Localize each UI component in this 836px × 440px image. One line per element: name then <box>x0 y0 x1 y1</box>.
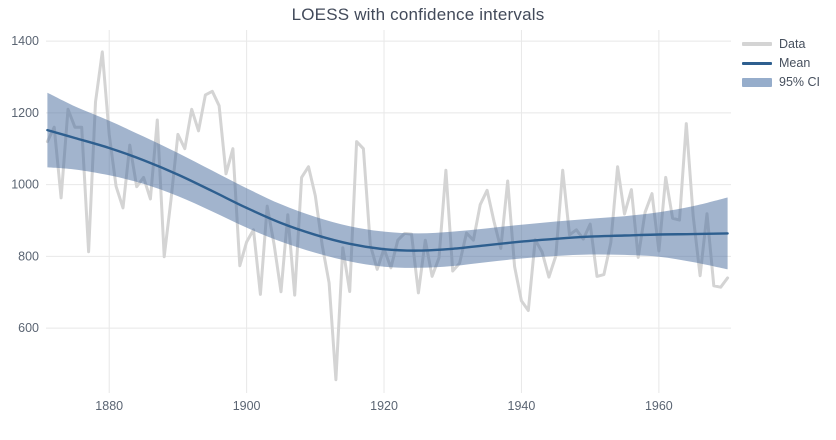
legend-item-ci[interactable]: 95% CI <box>742 75 820 89</box>
legend: Data Mean 95% CI <box>742 37 820 89</box>
chart-title: LOESS with confidence intervals <box>291 5 545 24</box>
x-tick-label: 1920 <box>370 399 398 413</box>
x-tick-label: 1900 <box>233 399 261 413</box>
mean-series-line[interactable] <box>46 128 729 252</box>
x-tick-label: 1880 <box>95 399 123 413</box>
y-tick-label: 1200 <box>11 106 39 120</box>
legend-label-data: Data <box>779 37 806 51</box>
y-tick-label: 600 <box>18 321 39 335</box>
legend-label-ci: 95% CI <box>779 75 820 89</box>
ci-band-swatch-icon <box>742 77 772 87</box>
data-line-swatch-icon <box>742 42 772 46</box>
x-tick-label: 1940 <box>508 399 536 413</box>
mean-line-swatch-icon <box>742 61 772 65</box>
legend-item-mean[interactable]: Mean <box>742 56 820 70</box>
x-tick-label: 1960 <box>645 399 673 413</box>
y-tick-label: 1000 <box>11 178 39 192</box>
y-tick-label: 800 <box>18 249 39 263</box>
legend-label-mean: Mean <box>779 56 811 70</box>
data-series-line[interactable] <box>45 50 730 382</box>
legend-item-data[interactable]: Data <box>742 37 820 51</box>
y-tick-label: 1400 <box>11 34 39 48</box>
ci-band-area[interactable] <box>47 92 728 270</box>
